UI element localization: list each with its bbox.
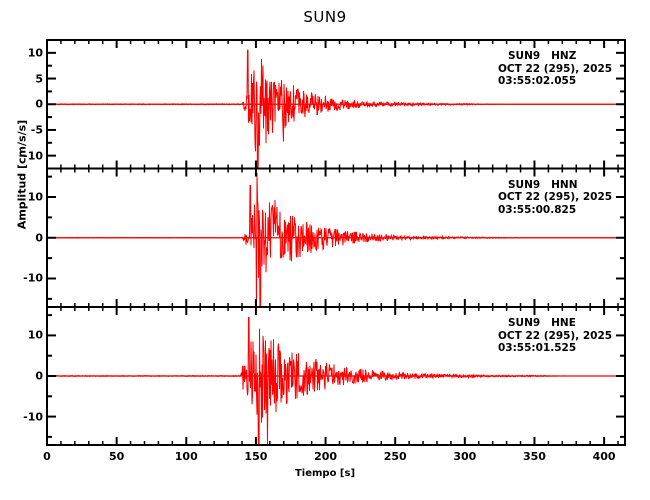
y-tick-label: 10	[27, 190, 43, 204]
page-title: SUN9	[303, 8, 347, 26]
x-tick-label: 250	[383, 450, 407, 463]
annotation-station-channel: SUN9 HNE	[508, 317, 576, 329]
annotation-station-channel: SUN9 HNN	[508, 178, 578, 191]
x-tick-label: 300	[453, 450, 477, 463]
x-tick-label: 50	[108, 450, 125, 463]
y-tick-label: 0	[35, 97, 43, 111]
y-tick-label: -10	[23, 410, 43, 424]
y-tick-label: -5	[30, 123, 43, 137]
trace-annotation-hne: SUN9 HNE OCT 22 (295), 2025 03:55:01.525	[498, 317, 612, 355]
y-tick-label: 0	[35, 231, 43, 245]
y-tick-label: 0	[35, 369, 43, 383]
x-axis-label: Tiempo [s]	[294, 468, 356, 479]
annotation-date: OCT 22 (295), 2025	[498, 329, 613, 342]
trace-annotation-hnz: SUN9 HNZ OCT 22 (295), 2025 03:55:02.055	[498, 50, 612, 88]
y-tick-label: -10	[23, 271, 43, 285]
annotation-time: 03:55:01.525	[498, 342, 577, 354]
x-tick-label: 350	[522, 450, 546, 463]
annotation-date: OCT 22 (295), 2025	[498, 62, 613, 75]
annotation-date: OCT 22 (295), 2025	[498, 191, 613, 203]
x-tick-label: 100	[174, 450, 198, 463]
y-tick-label: 10	[27, 46, 43, 60]
annotation-time: 03:55:02.055	[498, 75, 577, 87]
y-tick-label: 5	[35, 72, 43, 86]
annotation-station-channel: SUN9 HNZ	[508, 50, 577, 62]
x-tick-label: 150	[244, 450, 268, 463]
trace-annotation-hnn: SUN9 HNN OCT 22 (295), 2025 03:55:00.825	[498, 179, 612, 217]
y-tick-label: -10	[23, 149, 43, 163]
annotation-time: 03:55:00.825	[498, 203, 577, 216]
y-tick-label: 10	[27, 328, 43, 342]
x-tick-label: 0	[43, 450, 51, 463]
x-tick-label: 400	[592, 450, 616, 463]
x-tick-label: 200	[314, 450, 338, 463]
panel-hne	[46, 306, 626, 446]
